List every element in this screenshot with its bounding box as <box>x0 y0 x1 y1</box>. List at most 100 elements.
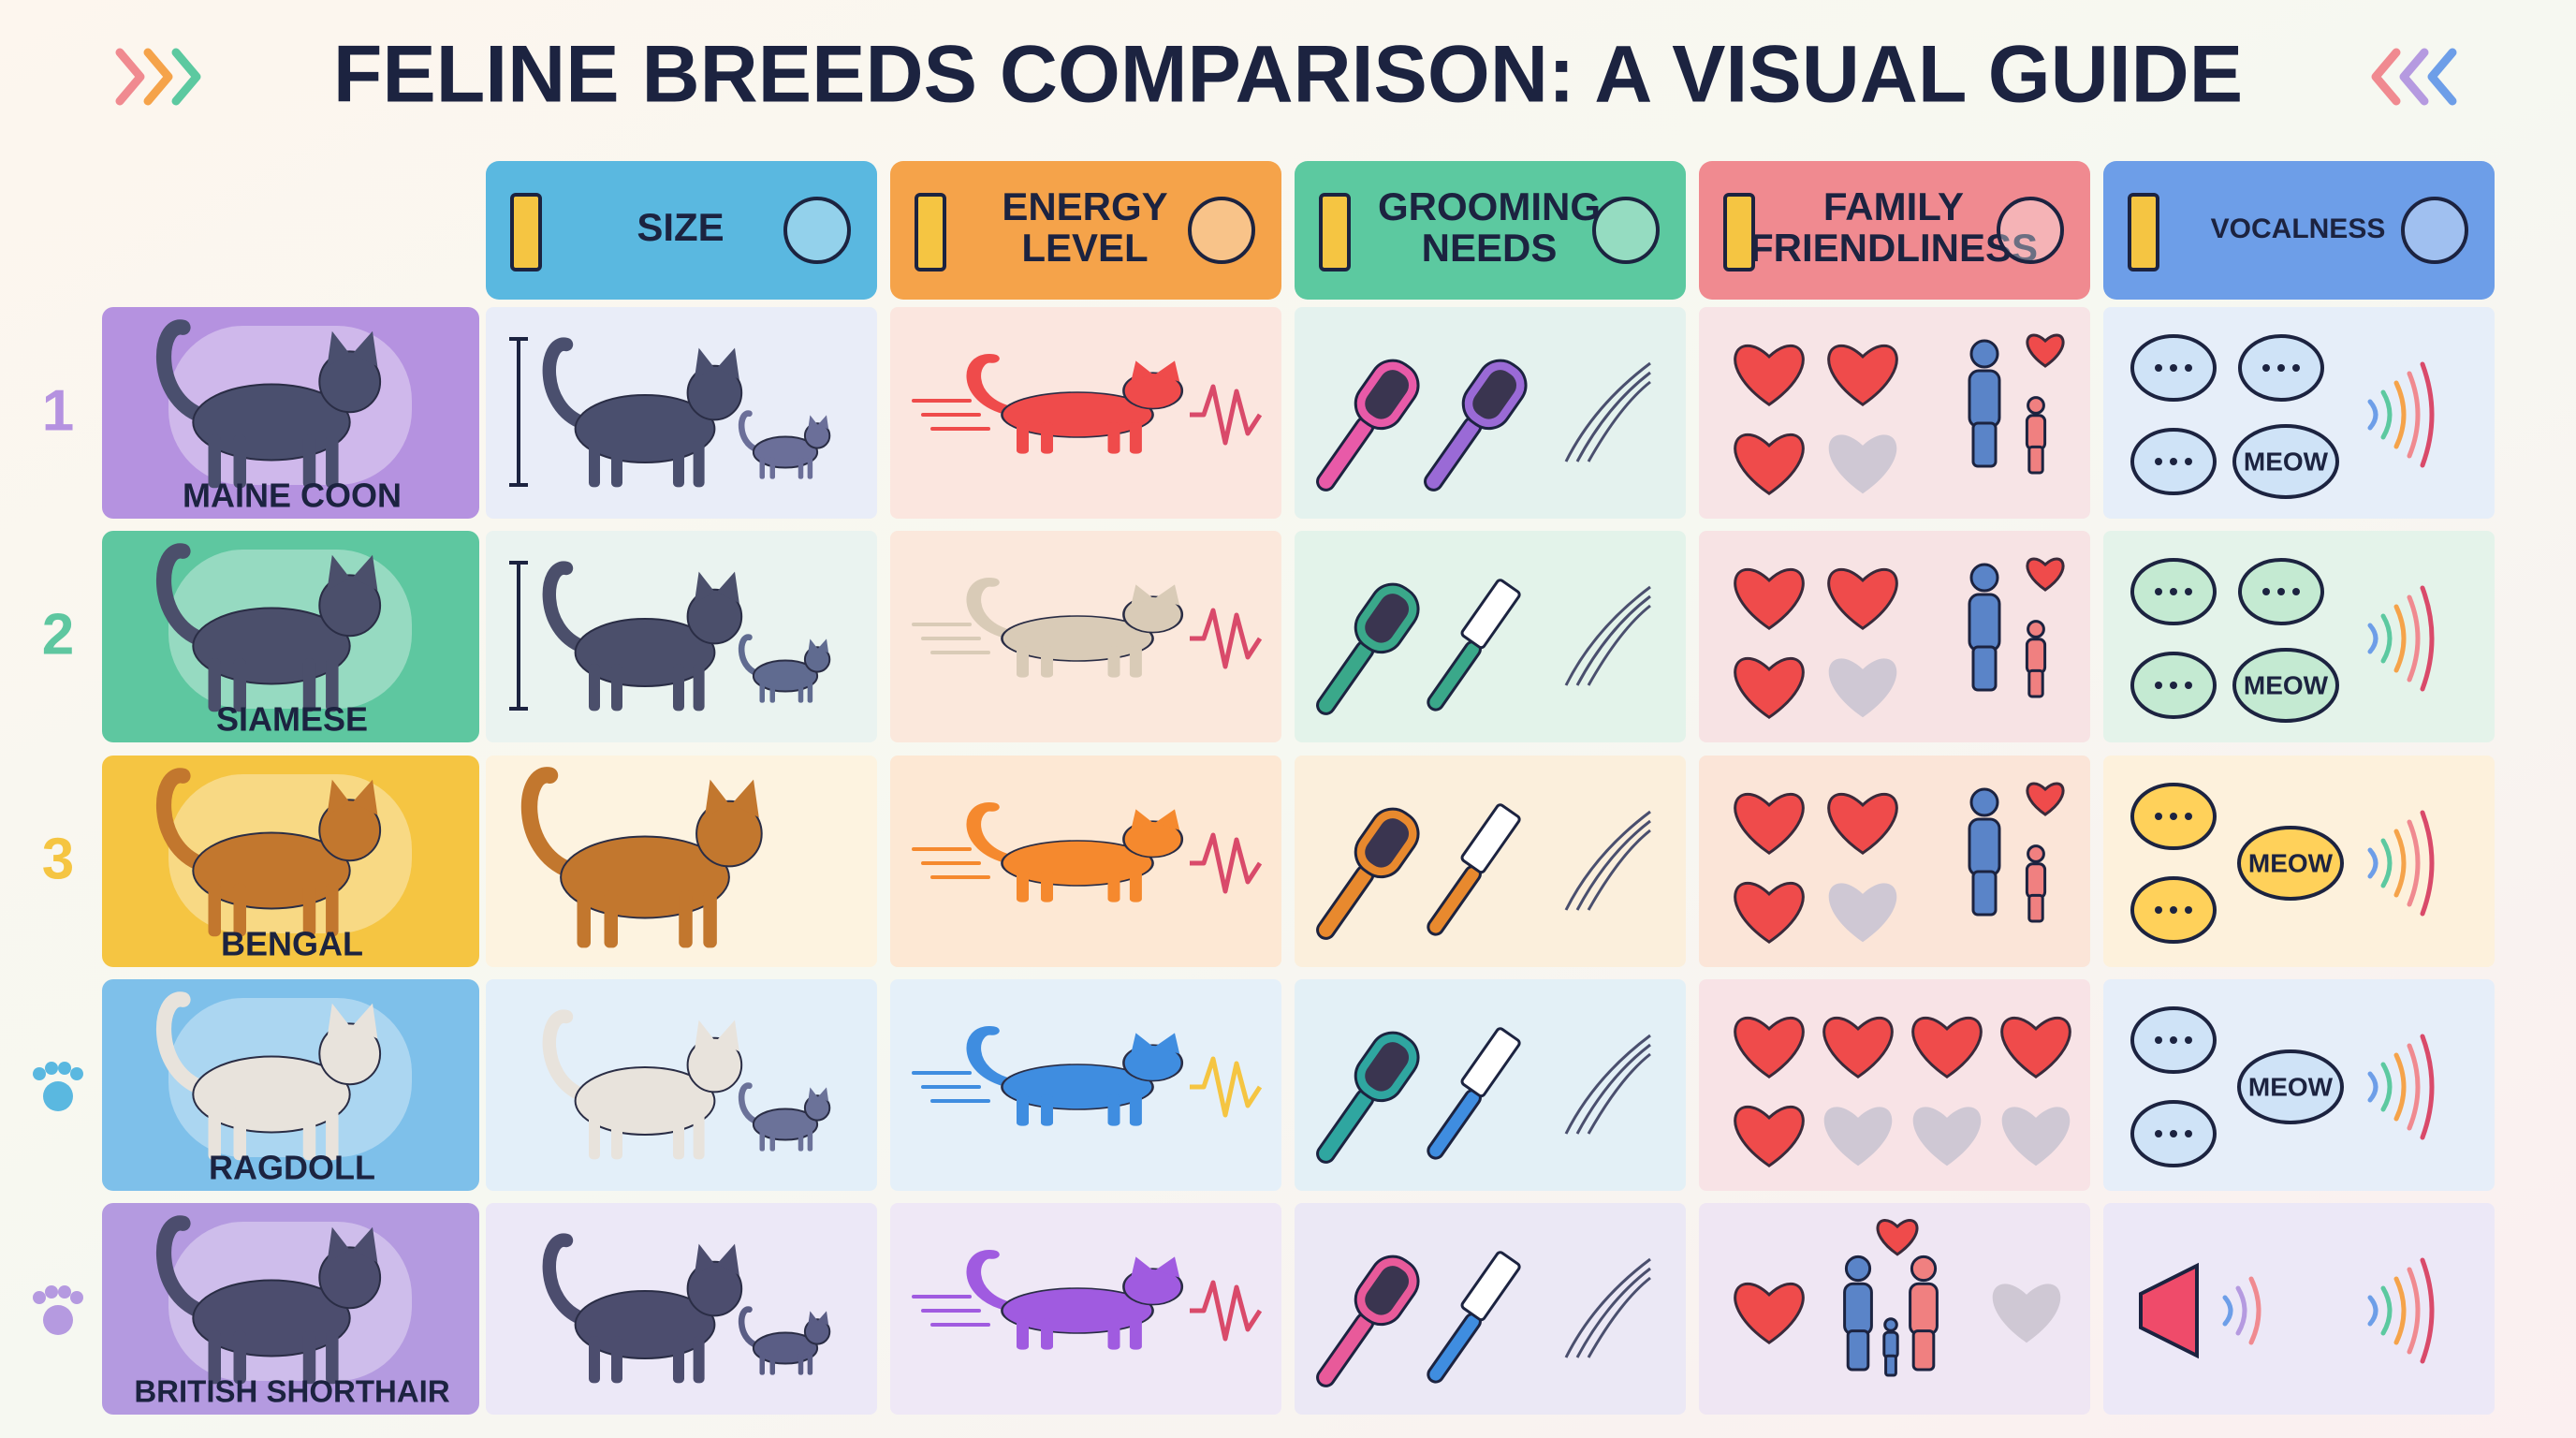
running-cat <box>966 1026 1184 1126</box>
meow-label: MEOW <box>2244 670 2329 699</box>
person-head <box>1969 563 1999 593</box>
cat-tail <box>966 1026 1018 1088</box>
size-cat <box>542 561 743 712</box>
header-icon <box>1997 197 2064 264</box>
comb <box>1427 579 1521 712</box>
person-body <box>1968 817 2001 877</box>
cat-head <box>318 350 382 414</box>
cat-leg <box>798 457 804 479</box>
heart <box>1734 1106 1805 1168</box>
cat-leg <box>1129 1094 1142 1126</box>
cat-leg <box>326 883 339 937</box>
energy-cat <box>966 354 1184 454</box>
meow-bubble <box>2232 424 2339 499</box>
rank-number: 1 <box>42 378 74 443</box>
bubble-dot <box>2170 588 2177 595</box>
paw-icon <box>43 1081 73 1111</box>
cat-leg <box>589 1112 600 1160</box>
brush <box>1424 359 1528 492</box>
cat-leg <box>673 664 684 712</box>
heart <box>1734 793 1805 856</box>
paw-toe <box>58 1062 71 1075</box>
bubble-dot <box>2170 682 2177 689</box>
cat-leg <box>769 1353 775 1375</box>
cat-leg <box>1017 422 1029 454</box>
cat-leg <box>807 1129 813 1152</box>
cat-tail <box>966 578 1018 639</box>
cat-ears <box>327 1226 378 1263</box>
header-icon <box>1319 193 1351 271</box>
person-body <box>2025 414 2047 451</box>
bubble-dot <box>2155 813 2162 820</box>
cat-head <box>1122 1044 1184 1082</box>
sound-wave <box>2420 585 2435 692</box>
cat-leg <box>326 434 339 489</box>
size-cat-small <box>738 1306 831 1375</box>
heart <box>1828 658 1897 718</box>
cat-leg <box>1017 646 1029 678</box>
cat-leg <box>759 1129 765 1152</box>
person-head <box>2027 620 2045 638</box>
cat-leg <box>589 664 600 712</box>
paw-toe <box>70 1291 83 1304</box>
person-head <box>1883 1317 1898 1332</box>
cat-ears <box>694 1020 739 1052</box>
title: FELINE BREEDS COMPARISON: A VISUAL GUIDE <box>333 30 2243 120</box>
bubble-dot <box>2170 1036 2177 1044</box>
header-icon <box>2128 193 2159 271</box>
breed-portrait <box>155 319 382 489</box>
cat-head <box>1122 820 1184 858</box>
cat-leg <box>302 434 316 489</box>
cat-tail <box>966 354 1018 416</box>
cat-ears <box>694 571 739 604</box>
cat-leg <box>208 1330 221 1385</box>
cat-leg <box>326 1107 339 1161</box>
cat-leg <box>611 1112 622 1160</box>
running-cat <box>966 802 1184 902</box>
column-header <box>1295 161 1686 300</box>
hair-strand <box>1564 361 1651 462</box>
heart <box>1822 1017 1894 1079</box>
cat-leg <box>233 658 246 712</box>
cat-leg <box>1129 1318 1142 1350</box>
brush-bristles <box>1365 1266 1410 1315</box>
cat-head <box>686 588 743 645</box>
running-cat <box>966 354 1184 454</box>
cat-leg <box>807 1353 813 1375</box>
heart <box>1734 1017 1805 1079</box>
heart <box>1734 345 1805 407</box>
bubble-dot <box>2262 364 2270 372</box>
heart <box>2001 1107 2071 1167</box>
sound-wave <box>2367 399 2378 431</box>
bubble-dot <box>2185 458 2192 465</box>
megaphone <box>2139 1262 2199 1359</box>
rank-number: 2 <box>42 602 74 667</box>
column-header-label: FRIENDLINESS <box>1749 226 2038 270</box>
sound-wave <box>2367 1071 2378 1103</box>
paw-toe <box>58 1285 71 1299</box>
column-header <box>1699 161 2090 300</box>
sound-wave <box>2380 1062 2393 1112</box>
cat-ears <box>1131 1256 1180 1278</box>
cat-tail <box>155 1215 210 1320</box>
person-legs <box>1911 1329 1936 1372</box>
person-head <box>1910 1255 1938 1283</box>
hair-strand <box>1564 1257 1651 1358</box>
paw-toe <box>45 1285 58 1299</box>
size-cat-small <box>738 1082 831 1152</box>
cat-tail <box>738 1306 761 1349</box>
breed-portrait <box>155 768 382 937</box>
cat-leg <box>302 1107 316 1161</box>
column-header-label: NEEDS <box>1422 226 1558 270</box>
cat-leg <box>673 440 684 488</box>
cat-head <box>695 800 763 868</box>
heart <box>1827 568 1898 631</box>
cat-leg <box>302 1330 316 1385</box>
breed-name: SIAMESE <box>216 700 368 739</box>
comb-teeth <box>1460 1027 1521 1098</box>
cat-ears <box>1131 360 1180 382</box>
heart <box>1911 1017 1983 1079</box>
cat-ears <box>327 1003 378 1039</box>
energy-wave <box>1190 384 1263 446</box>
cat-head <box>1122 372 1184 410</box>
